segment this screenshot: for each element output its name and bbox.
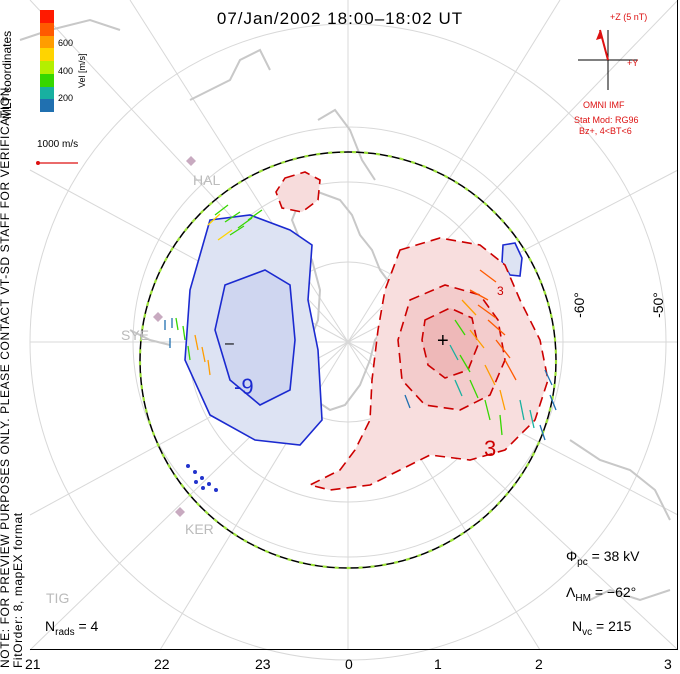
- stat-lambda-eq: =: [594, 584, 603, 600]
- stat-n-vc: Nvc = 215: [572, 618, 631, 638]
- boundary-markers: [138, 150, 558, 570]
- scale-tick-600: 600: [58, 38, 74, 48]
- scale-band-4: [40, 61, 54, 74]
- scale-band-5: [40, 73, 54, 87]
- plot-title: 07/Jan/2002 18:00–18:02 UT: [216, 9, 464, 28]
- reference-vector-origin: [36, 161, 40, 165]
- station-hal: HAL: [193, 172, 221, 188]
- mlt-tick-2: 2: [535, 656, 543, 672]
- mlt-tick-22: 22: [154, 656, 170, 672]
- stat-nvc-value: 215: [608, 618, 632, 634]
- scale-band-3: [40, 48, 54, 61]
- latitude-label-60: -60°: [570, 292, 587, 318]
- positive-contour-label-small: 3: [497, 284, 504, 298]
- stat-phi-sub: pc: [577, 556, 588, 568]
- imf-condition: Bz+, 4<BT<6: [579, 126, 632, 136]
- stat-n-rads: Nrads = 4: [45, 618, 98, 638]
- stat-nrads-sub: rads: [55, 626, 75, 638]
- scale-band-1: [40, 22, 54, 36]
- scale-band-0: [40, 10, 54, 23]
- mlt-tick-1: 1: [434, 656, 442, 672]
- scale-tick-400: 400: [58, 66, 74, 76]
- negative-potential-cell: [184, 214, 523, 446]
- reference-vector-label: 1000 m/s: [37, 139, 79, 150]
- mlt-tick-3: 3: [664, 656, 672, 672]
- plot-frame: [30, 0, 678, 650]
- velocity-vectors: [164, 204, 557, 441]
- stat-phi-symbol: Φ: [566, 548, 578, 564]
- negative-contour-label: -9: [234, 374, 254, 399]
- stat-nrads-eq: =: [78, 618, 87, 634]
- mlt-tick-21: 21: [25, 656, 41, 672]
- stat-nvc-sub: vc: [582, 626, 593, 638]
- scale-tick-200: 200: [58, 93, 74, 103]
- imf-clock-dial: [578, 29, 638, 90]
- stat-lambda-symbol: Λ: [566, 584, 576, 600]
- station-ker: KER: [185, 521, 214, 537]
- stat-phi-value: 38 kV: [603, 548, 640, 564]
- stat-nrads-symbol: N: [45, 618, 56, 634]
- mlt-tick-0: 0: [345, 656, 353, 672]
- imf-z-label: +Z (5 nT): [610, 12, 648, 22]
- stat-lambda-value: −62°: [606, 584, 637, 600]
- imf-y-label: +Y: [627, 58, 639, 68]
- scale-band-2: [40, 35, 54, 49]
- positive-contour-label: 3: [484, 436, 497, 461]
- latitude-label-50: -50°: [649, 292, 666, 318]
- velocity-unit-label: Vel [m/s]: [77, 53, 87, 88]
- imf-model: Stat Mod: RG96: [574, 115, 639, 125]
- stat-nvc-symbol: N: [572, 618, 583, 634]
- mlt-tick-23: 23: [255, 656, 271, 672]
- stat-phi-pc: Φpc = 38 kV: [566, 548, 640, 568]
- scale-band-6: [40, 86, 54, 100]
- stat-phi-eq: =: [591, 548, 600, 564]
- station-ker-beams: [186, 464, 218, 492]
- velocity-color-scale: [40, 10, 54, 112]
- coastlines: [19, 18, 671, 602]
- station-tig: TIG: [46, 590, 70, 606]
- stat-lambda-hm: ΛHM = −62°: [566, 584, 636, 604]
- stat-lambda-sub: HM: [575, 592, 591, 604]
- station-markers: [153, 156, 196, 517]
- potential-max-symbol: +: [437, 330, 449, 352]
- coordinate-system-label: MLT coordinates: [0, 30, 15, 120]
- station-sye: SYE: [121, 327, 150, 343]
- scale-band-7: [40, 99, 54, 112]
- potential-min-symbol: –: [225, 335, 234, 352]
- stat-nvc-eq: =: [596, 618, 605, 634]
- imf-source: OMNI IMF: [583, 100, 625, 110]
- stat-nrads-value: 4: [90, 618, 99, 634]
